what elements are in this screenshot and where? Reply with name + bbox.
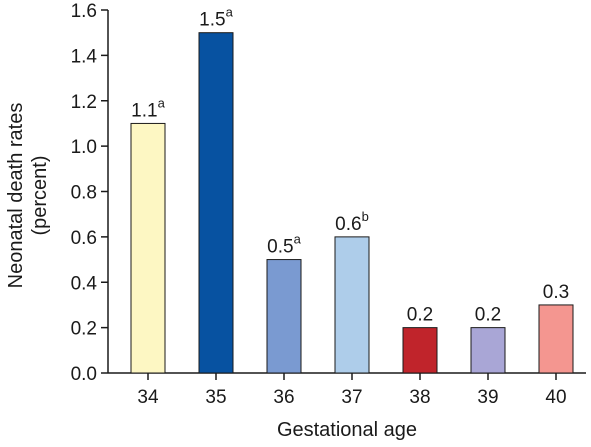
bar-39	[470, 327, 506, 374]
y-tick-label: 1.6	[71, 1, 97, 22]
bar-36	[266, 259, 302, 374]
x-tick-label: 39	[477, 387, 498, 408]
bar-37	[334, 236, 370, 374]
bar-value-label: 0.3	[543, 282, 569, 303]
bar-labels-group: 1.1a1.5a0.5a0.6b0.2 0.20.3	[131, 5, 569, 326]
x-tick-label: 38	[409, 387, 430, 408]
y-axis-title-line: Neonatal death rates	[5, 103, 27, 289]
bar-value-text: 0.2	[407, 305, 433, 326]
x-tick-label: 37	[341, 387, 362, 408]
x-tick-label: 34	[137, 387, 159, 408]
bar-value-label: 1.5a	[199, 5, 233, 31]
y-tick-label: 0.0	[71, 364, 97, 385]
bar-34	[130, 122, 166, 374]
y-axis: 0.0 0.2 0.4 0.6 0.8 1.0 1.2 1.4 1.6	[71, 1, 109, 385]
y-tick-label: 1.0	[71, 137, 97, 158]
y-tick-label: 1.4	[71, 46, 98, 67]
y-axis-title: Neonatal death rates (percent)	[5, 103, 51, 289]
bar-value-label: 1.1a	[131, 95, 165, 121]
x-tick-label: 35	[205, 387, 226, 408]
bar-value-label: 0.2	[475, 305, 501, 326]
y-tick-label: 1.2	[71, 92, 97, 113]
bar-value-footnote: b	[362, 209, 369, 224]
y-tick-label: 0.4	[71, 273, 98, 294]
bar-value-footnote: a	[226, 5, 234, 20]
bar-value-label: 0.6b	[335, 209, 369, 235]
bar-value-footnote: a	[294, 232, 302, 247]
x-tick-label: 40	[545, 387, 566, 408]
bar-value-label: 0.2	[407, 305, 433, 326]
bar-value-text: 0.3	[543, 282, 569, 303]
bar-value-text: 0.6	[335, 214, 361, 235]
bar-value-label: 0.5a	[267, 232, 301, 258]
bar-38	[402, 327, 438, 374]
y-tick-label: 0.8	[71, 183, 97, 204]
bar-value-text: 0.5	[267, 237, 293, 258]
y-axis-title-line: (percent)	[29, 155, 51, 235]
bar-value-text: 1.5	[199, 10, 225, 31]
y-tick-label: 0.2	[71, 319, 97, 340]
bar-40	[538, 304, 574, 374]
y-tick-label: 0.6	[71, 228, 97, 249]
bar-value-text: 1.1	[131, 100, 157, 121]
x-tick-label: 36	[273, 387, 294, 408]
x-axis: 34 35 36 37 38 39 40	[108, 372, 586, 408]
bar-value-footnote: a	[158, 95, 166, 110]
bar-value-text: 0.2	[475, 305, 501, 326]
y-axis-title-text: Neonatal death rates (percent)	[5, 103, 51, 289]
bars-group	[130, 32, 574, 374]
x-axis-title: Gestational age	[277, 419, 417, 441]
bar-35	[198, 32, 234, 374]
